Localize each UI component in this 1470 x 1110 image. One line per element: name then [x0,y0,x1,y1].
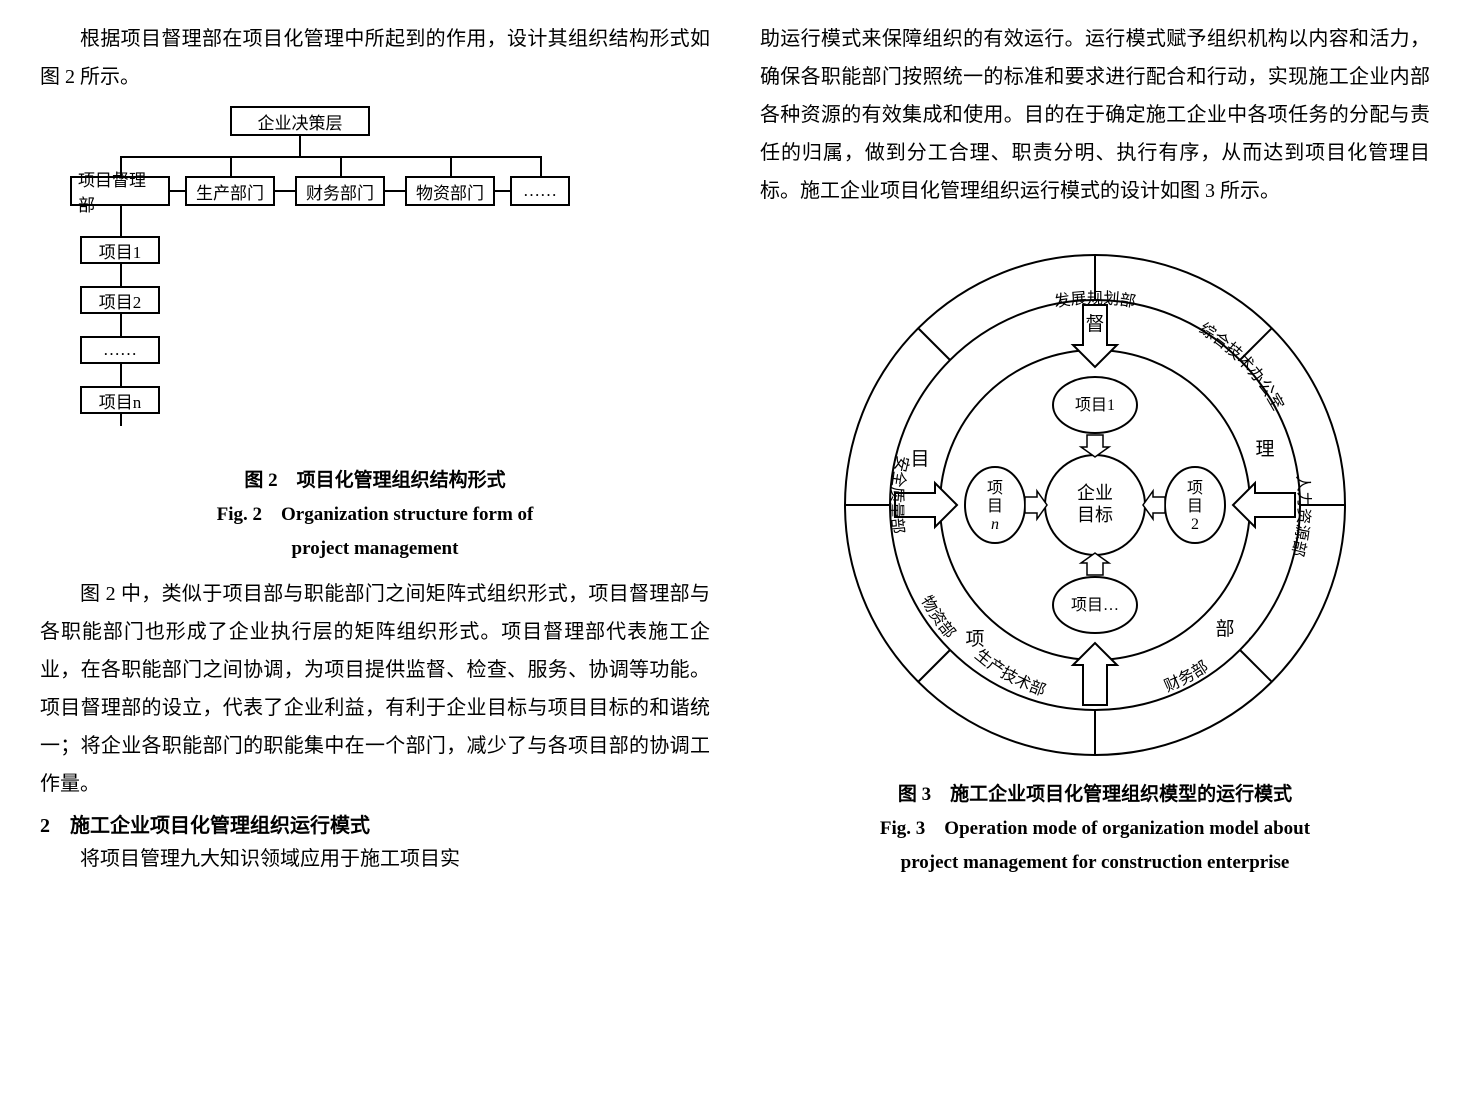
figure-3-caption-en-1: Fig. 3 Operation mode of organization mo… [760,812,1430,846]
center-label-2: 目标 [1077,505,1113,525]
org-box-proj-2: …… [80,336,160,364]
org-box-proj-1: 项目2 [80,286,160,314]
figure-3-caption-en-2: project management for construction ente… [760,846,1430,880]
inner-node-3-a: 项 [987,480,1003,497]
right-para-1: 助运行模式来保障组织的有效运行。运行模式赋予组织机构以内容和活力，确保各职能部门… [760,20,1430,210]
outer-seg-3: … [1238,633,1261,656]
figure-2-caption-zh: 图 2 项目化管理组织结构形式 [40,464,710,498]
center-label-1: 企业 [1077,483,1113,503]
org-box-proj-3: 项目n [80,386,160,414]
figure-2-org-chart: 企业决策层 项目督理部 生产部门 财务部门 物资部门 …… 项目1 项目2 ……… [60,106,600,446]
inner-node-1-b: 目 [1187,498,1203,515]
inner-node-1-c: 2 [1191,516,1199,533]
left-column: 根据项目督理部在项目化管理中所起到的作用，设计其组织结构形式如图 2 所示。 企… [40,20,710,1090]
inner-node-1-a: 项 [1187,480,1203,497]
mid-char-4: 目 [910,449,929,470]
section-heading-2: 2 施工企业项目化管理组织运行模式 [40,809,710,838]
figure-3-circle-diagram: 企业 目标 项目1 项 目 2 项目… 项 目 n [815,225,1375,765]
mid-char-3: 项 [965,629,984,650]
inner-node-2: 项目… [1071,597,1119,614]
figure-3-caption: 图 3 施工企业项目化管理组织模型的运行模式 Fig. 3 Operation … [760,778,1430,881]
org-box-row-4: …… [510,176,570,206]
org-box-row-3: 物资部门 [405,176,495,206]
mid-char-1: 理 [1255,439,1274,460]
figure-2-caption: 图 2 项目化管理组织结构形式 Fig. 2 Organization stru… [40,464,710,567]
inner-node-3-b: 目 [987,498,1003,515]
left-para-1: 根据项目督理部在项目化管理中所起到的作用，设计其组织结构形式如图 2 所示。 [40,20,710,96]
mid-char-0: 督 [1085,313,1104,335]
outer-seg-4: 财务部 [1162,658,1212,696]
mid-char-2: 部 [1215,618,1234,640]
org-box-top: 企业决策层 [230,106,370,136]
org-box-row-2: 财务部门 [295,176,385,206]
inner-node-3-c: n [991,516,999,533]
org-box-proj-0: 项目1 [80,236,160,264]
figure-2-caption-en-2: project management [40,532,710,566]
org-box-row-0: 项目督理部 [70,176,170,206]
inner-node-0: 项目1 [1075,397,1115,414]
figure-2-caption-en-1: Fig. 2 Organization structure form of [40,498,710,532]
left-para-2: 图 2 中，类似于项目部与职能部门之间矩阵式组织形式，项目督理部与各职能部门也形… [40,575,710,803]
org-box-row-1: 生产部门 [185,176,275,206]
left-para-3: 将项目管理九大知识领域应用于施工项目实 [40,840,710,878]
right-column: 助运行模式来保障组织的有效运行。运行模式赋予组织机构以内容和活力，确保各职能部门… [760,20,1430,1090]
figure-3-caption-zh: 图 3 施工企业项目化管理组织模型的运行模式 [760,778,1430,812]
